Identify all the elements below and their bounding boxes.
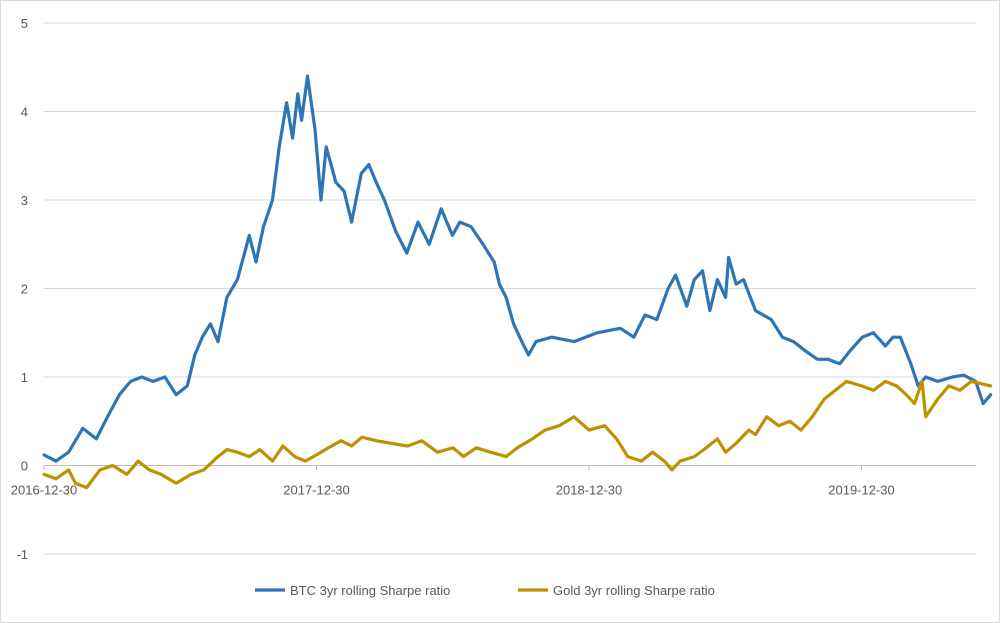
legend-btc-label: BTC 3yr rolling Sharpe ratio	[290, 583, 450, 598]
legend-gold-label: Gold 3yr rolling Sharpe ratio	[553, 583, 715, 598]
y-tick-label: 0	[21, 459, 28, 474]
x-tick-label: 2017-12-30	[283, 483, 350, 498]
y-tick-label: 5	[21, 16, 28, 31]
y-tick-label: 2	[21, 282, 28, 297]
y-tick-label: 4	[21, 105, 28, 120]
x-tick-label: 2016-12-30	[11, 483, 78, 498]
x-tick-label: 2019-12-30	[828, 483, 895, 498]
btc-sharpe-series-line	[42, 74, 993, 463]
gold-sharpe-series-line	[42, 379, 993, 490]
y-tick-label: 1	[21, 370, 28, 385]
y-tick-label: -1	[16, 547, 28, 562]
x-tick-label: 2018-12-30	[556, 483, 623, 498]
y-tick-label: 3	[21, 193, 28, 208]
